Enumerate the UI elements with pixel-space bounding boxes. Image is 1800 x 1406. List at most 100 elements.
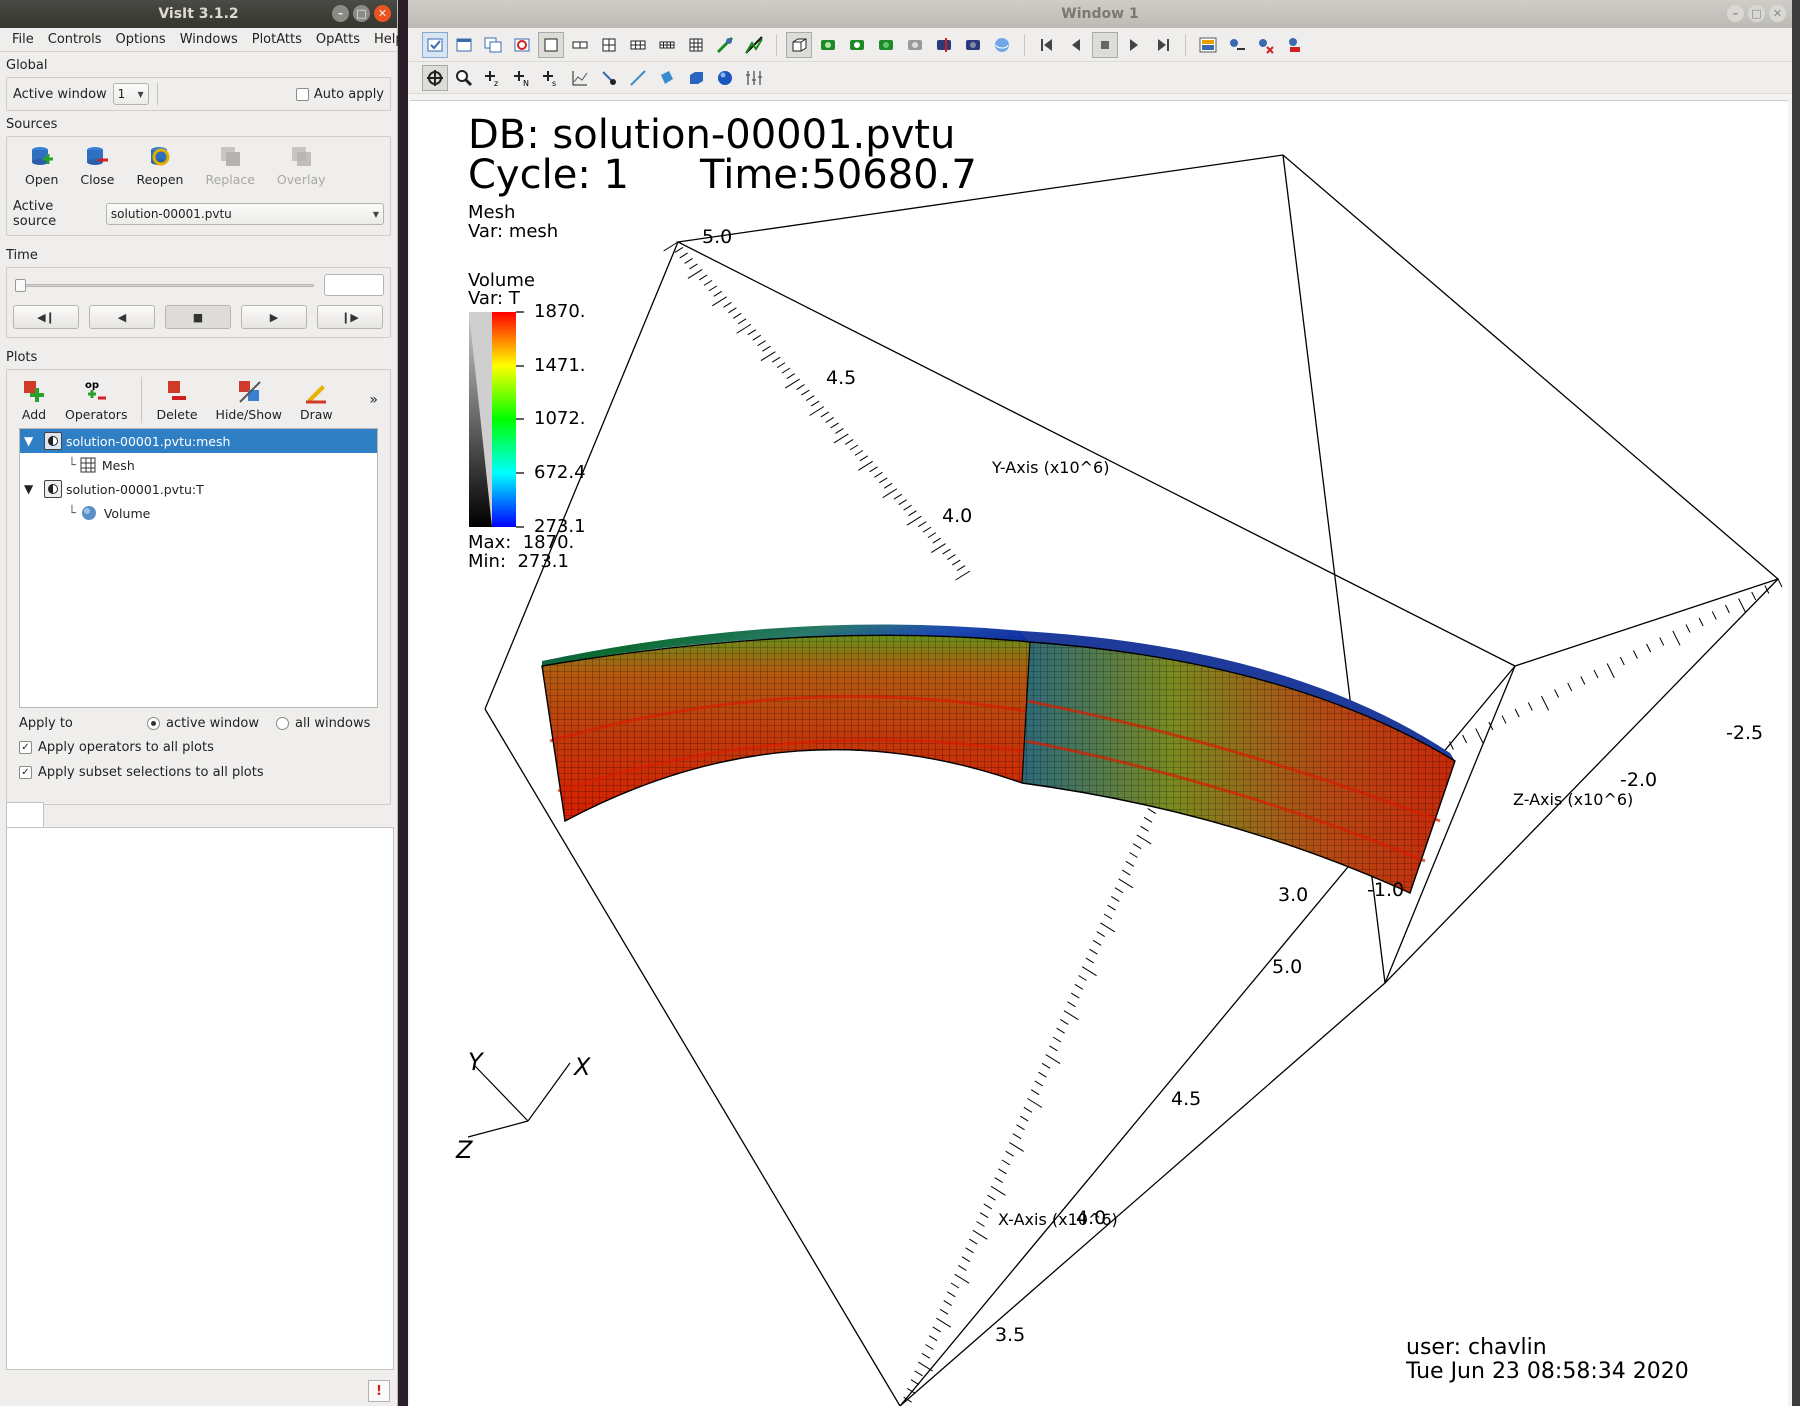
layout-1x2-icon[interactable] [567, 32, 593, 58]
delete-plot-icon [168, 381, 186, 400]
clone-window-icon[interactable] [480, 32, 506, 58]
tree-branch: └ [68, 505, 76, 521]
reset-view-icon[interactable] [815, 32, 841, 58]
box-tool-icon[interactable] [683, 65, 709, 91]
axis-minor-tick [936, 1317, 952, 1328]
menu-controls[interactable]: Controls [47, 32, 102, 47]
time-slider[interactable] [13, 277, 315, 293]
layout-2x3-icon[interactable] [625, 32, 651, 58]
slider-handle[interactable] [15, 279, 26, 292]
layout-2x2-icon[interactable] [596, 32, 622, 58]
navigate-mode-icon[interactable] [422, 64, 448, 91]
close-source-button[interactable]: Close [76, 141, 118, 189]
maximize-button[interactable]: □ [1748, 5, 1765, 22]
open-button[interactable]: Open [21, 141, 62, 189]
apply-operators-checkbox[interactable]: ✓ [19, 741, 32, 754]
copy-view-icon[interactable] [1224, 32, 1250, 58]
auto-apply-checkbox[interactable] [295, 87, 309, 101]
visibility-eye-icon[interactable] [44, 432, 62, 450]
plot-child-volume[interactable]: └ Volume [20, 501, 377, 525]
menu-opatts[interactable]: OpAtts [315, 32, 360, 47]
plane-tool-icon[interactable] [654, 65, 680, 91]
pick-mode-icon[interactable] [712, 32, 738, 58]
step-forward-button[interactable]: ❙▶ [317, 305, 383, 329]
maximize-button[interactable]: □ [353, 5, 370, 22]
play-button[interactable]: ▶ [241, 305, 307, 329]
menu-plotatts[interactable]: PlotAtts [251, 32, 302, 47]
render-canvas[interactable]: DB: solution-00001.pvtu Cycle: 1 Time:50… [410, 100, 1788, 1406]
spreadsheet-pick-icon[interactable]: s [538, 65, 564, 91]
camera-gray-icon[interactable] [902, 32, 928, 58]
new-window-icon[interactable] [451, 32, 477, 58]
point-tool-icon[interactable] [596, 65, 622, 91]
clear-window-icon[interactable] [422, 31, 448, 58]
plot-row-mesh[interactable]: ▼ solution-00001.pvtu:mesh [20, 429, 377, 453]
minimize-button[interactable]: – [332, 5, 349, 22]
reopen-button[interactable]: Reopen [132, 141, 187, 189]
close-button[interactable]: ✕ [1769, 5, 1786, 22]
global-section-label: Global [6, 58, 48, 73]
copy-plots-icon[interactable] [1253, 32, 1279, 58]
perspective-view-icon[interactable] [786, 31, 812, 58]
delete-window-icon[interactable] [509, 32, 535, 58]
output-indicator-icon[interactable]: ! [368, 1380, 390, 1402]
copy-annotations-icon[interactable] [1282, 32, 1308, 58]
stop-button[interactable]: ■ [165, 305, 231, 329]
menu-help[interactable]: Help [374, 32, 404, 47]
undo-view-icon[interactable] [873, 32, 899, 58]
collapse-triangle-icon[interactable]: ▼ [24, 482, 34, 496]
collapse-triangle-icon[interactable]: ▼ [24, 434, 34, 448]
add-plot-button[interactable]: Add [17, 376, 51, 424]
color-table-icon[interactable] [1195, 32, 1221, 58]
menu-options[interactable]: Options [115, 32, 166, 47]
axis-minor-tick [806, 395, 815, 401]
operators-button[interactable]: op Operators [61, 376, 131, 424]
plot-child-mesh[interactable]: └ Mesh [20, 453, 377, 477]
lineout-icon[interactable] [741, 32, 767, 58]
node-pick-icon[interactable]: N [509, 65, 535, 91]
zone-pick-icon[interactable]: z [480, 65, 506, 91]
spin-mode-icon[interactable] [989, 32, 1015, 58]
lock-view-icon[interactable] [931, 32, 957, 58]
play-backward-button[interactable]: ◀ [89, 305, 155, 329]
menu-windows[interactable]: Windows [179, 32, 238, 47]
animation-play-icon[interactable] [1121, 32, 1147, 58]
all-windows-radio[interactable] [276, 717, 289, 730]
apply-subset-checkbox[interactable]: ✓ [19, 766, 32, 779]
y-tick-label: 4.5 [826, 367, 857, 389]
notepad-tab[interactable] [6, 802, 44, 828]
lock-time-icon[interactable] [960, 32, 986, 58]
lineout-mode-icon[interactable] [567, 65, 593, 91]
layout-2x4-icon[interactable] [654, 32, 680, 58]
overlay-button[interactable]: Overlay [273, 141, 330, 189]
active-window-combo[interactable]: 1 ▼ [112, 83, 149, 105]
close-button[interactable]: ✕ [374, 5, 391, 22]
zoom-mode-icon[interactable] [451, 65, 477, 91]
axis-restriction-icon[interactable] [741, 65, 767, 91]
menu-file[interactable]: File [12, 32, 34, 47]
axis-minor-tick [1606, 663, 1615, 679]
active-window-radio[interactable] [147, 717, 160, 730]
layout-3x3-icon[interactable] [683, 32, 709, 58]
visibility-eye-icon[interactable] [44, 480, 62, 498]
delete-plot-button[interactable]: Delete [152, 376, 201, 424]
animation-next-icon[interactable] [1150, 32, 1176, 58]
more-tools-chevron[interactable]: » [369, 392, 378, 408]
line-tool-icon[interactable] [625, 65, 651, 91]
animation-prev-icon[interactable] [1063, 32, 1089, 58]
layout-1x1-icon[interactable] [538, 31, 564, 58]
time-state-input[interactable] [324, 274, 384, 296]
active-source-combo[interactable]: solution-00001.pvtu ▼ [105, 203, 384, 225]
minimize-button[interactable]: – [1727, 5, 1744, 22]
hide-show-button[interactable]: Hide/Show [212, 376, 286, 424]
step-back-button[interactable]: ◀❙ [13, 305, 79, 329]
replace-button[interactable]: Replace [201, 141, 258, 189]
sphere-tool-icon[interactable] [712, 65, 738, 91]
plot-row-temperature[interactable]: ▼ solution-00001.pvtu:T [20, 477, 377, 501]
animation-stop-icon[interactable] [1092, 31, 1118, 58]
recenter-view-icon[interactable] [844, 32, 870, 58]
draw-button[interactable]: Draw [296, 376, 337, 424]
user-info-text: user: chavlin [1406, 1335, 1547, 1360]
axis-minor-tick [1751, 591, 1757, 601]
animation-first-icon[interactable] [1034, 32, 1060, 58]
